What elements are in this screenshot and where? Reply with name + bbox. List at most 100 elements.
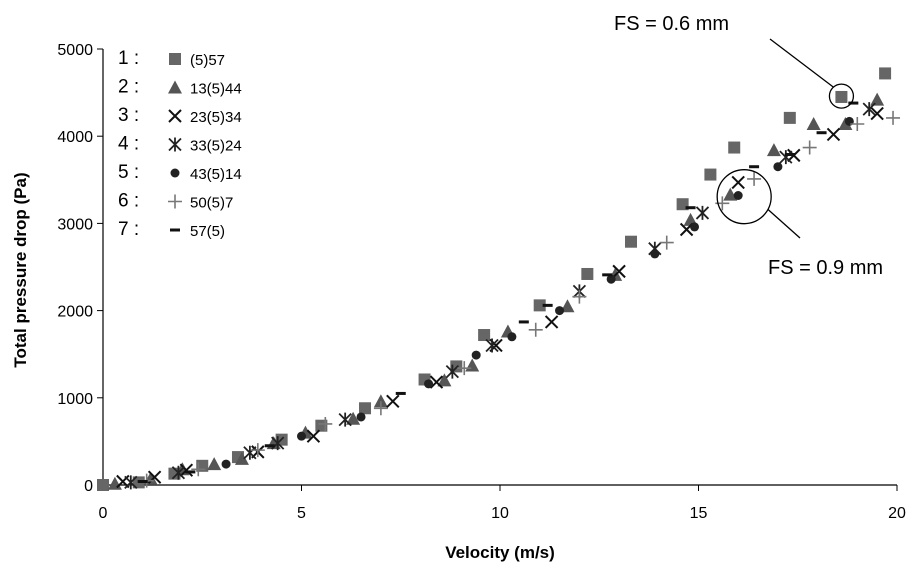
y-tick-label: 1000	[57, 391, 93, 408]
data-point	[886, 110, 901, 125]
data-point	[870, 106, 884, 121]
data-point	[137, 480, 148, 484]
data-point	[356, 412, 366, 422]
data-point	[124, 475, 138, 490]
data-point	[685, 206, 696, 210]
series-6	[139, 110, 901, 488]
legend-label: 43(5)14	[190, 166, 242, 183]
data-point	[373, 401, 388, 416]
series-7	[137, 101, 859, 484]
data-point	[424, 379, 434, 389]
data-point	[612, 264, 626, 279]
legend-label: 13(5)44	[190, 81, 242, 98]
data-point	[766, 143, 781, 157]
data-point	[478, 329, 491, 342]
series-4	[124, 102, 876, 490]
legend-marker	[168, 109, 182, 123]
data-point	[733, 190, 743, 200]
legend-marker	[168, 137, 182, 152]
annotation-leader-line	[767, 209, 801, 239]
data-point	[848, 101, 859, 105]
data-point	[783, 111, 796, 124]
data-point	[395, 391, 406, 395]
legend-number: 7 :	[118, 219, 139, 240]
data-point	[690, 222, 700, 232]
data-point	[704, 168, 717, 181]
legend-label: (5)57	[190, 52, 225, 69]
data-point	[816, 131, 827, 135]
x-tick-label: 10	[491, 505, 509, 522]
legend-number: 3 :	[118, 105, 139, 126]
y-tick-label: 4000	[57, 129, 93, 146]
data-point	[555, 306, 565, 316]
y-tick-label: 2000	[57, 304, 93, 321]
data-point	[731, 175, 745, 190]
legend-number: 2 :	[118, 77, 139, 98]
data-point	[533, 299, 546, 312]
data-point	[297, 431, 306, 441]
data-point	[650, 249, 660, 259]
data-point	[429, 375, 444, 389]
series-3	[116, 106, 884, 489]
annotation-leader-line	[769, 38, 834, 88]
data-point	[625, 235, 638, 248]
data-point	[171, 465, 186, 480]
legend-label: 57(5)	[190, 223, 225, 240]
data-point	[835, 90, 848, 103]
data-point	[602, 273, 613, 277]
data-point	[850, 116, 865, 131]
data-point	[338, 412, 352, 427]
data-point	[802, 140, 817, 155]
data-point	[870, 92, 885, 106]
x-tick-label: 20	[888, 505, 906, 522]
legend-marker	[168, 80, 182, 94]
legend: 1 : (5)57 2 : 13(5)44 3 : 23(5)34 4 : 33(5)24 5 …	[118, 48, 242, 240]
annotations: FS = 0.6 mm FS = 0.9 mm	[614, 13, 883, 279]
x-tick-label: 15	[690, 505, 708, 522]
ticks: 0 5 10 15 20 0 1000 2000 3000 4000 5000	[57, 42, 906, 522]
y-tick-label: 5000	[57, 42, 93, 59]
legend-label: 50(5)7	[190, 195, 233, 212]
data-point	[191, 462, 206, 477]
data-point	[518, 320, 529, 324]
series-1	[97, 67, 892, 491]
legend-number: 6 :	[118, 191, 139, 212]
data-point	[572, 289, 587, 304]
data-point	[728, 141, 741, 154]
data-point	[359, 402, 372, 415]
annotation-circle-large	[716, 169, 772, 225]
data-point	[264, 444, 275, 448]
data-point	[879, 67, 892, 80]
data-point	[97, 479, 109, 491]
data-point	[234, 451, 249, 465]
data-point	[318, 416, 333, 431]
data-point	[528, 322, 543, 337]
legend-number: 5 :	[118, 162, 139, 183]
x-axis-label: Velocity (m/s)	[445, 543, 555, 562]
annotation-label: FS = 0.6 mm	[614, 13, 729, 35]
data-point	[544, 315, 559, 329]
data-point	[315, 419, 328, 432]
annotation-label: FS = 0.9 mm	[768, 257, 883, 279]
annotation-circle-small	[828, 83, 855, 109]
data-point	[465, 358, 480, 372]
y-tick-label: 0	[84, 478, 93, 495]
data-point	[784, 153, 795, 157]
data-point	[437, 373, 452, 387]
data-point	[346, 411, 361, 425]
data-point	[306, 429, 321, 443]
data-point	[581, 267, 594, 280]
data-point	[826, 127, 841, 142]
data-point	[779, 150, 793, 165]
data-point	[542, 303, 553, 307]
legend-marker	[170, 168, 180, 178]
data-point	[806, 116, 821, 130]
data-point	[723, 187, 738, 201]
data-point	[243, 445, 257, 460]
data-point	[250, 443, 265, 458]
data-point	[606, 274, 616, 284]
data-point	[773, 162, 783, 172]
data-point	[507, 332, 517, 342]
data-point	[749, 165, 760, 169]
legend-marker	[168, 194, 182, 209]
